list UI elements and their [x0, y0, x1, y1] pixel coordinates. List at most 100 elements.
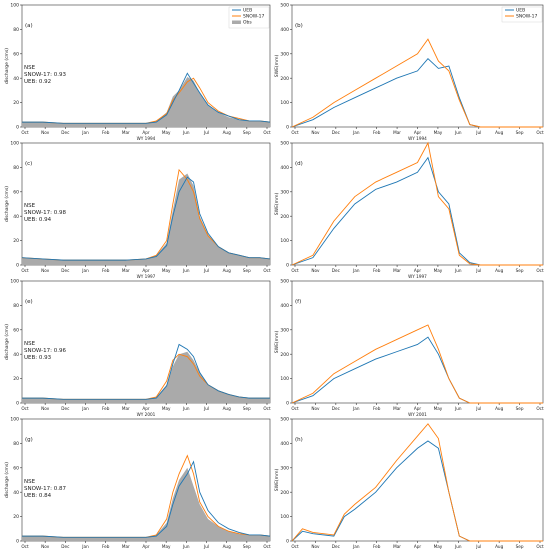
y-axis-label: SWE(mm): [274, 469, 280, 492]
x-tick-label: Feb: [102, 130, 110, 135]
x-tick-label: Apr: [414, 544, 422, 549]
x-tick-label: Jul: [203, 544, 209, 549]
y-tick-label: 20: [13, 100, 19, 106]
y-tick-label: 20: [13, 238, 19, 244]
x-axis-label: WY 2001: [408, 412, 427, 417]
ueb-line: [22, 343, 270, 400]
legend-box: [501, 6, 543, 23]
x-tick-label: Mar: [393, 544, 401, 549]
y-tick-label: 60: [13, 189, 19, 195]
y-tick-label: 0: [286, 125, 289, 131]
y-tick-label: 100: [280, 376, 289, 382]
x-tick-label: Aug: [223, 406, 232, 411]
x-tick-label: Oct: [263, 544, 271, 549]
x-tick-label: Apr: [142, 130, 150, 135]
y-tick-label: 0: [286, 539, 289, 545]
obs-area: [22, 173, 270, 265]
x-axis-label: WY 2001: [137, 412, 156, 417]
x-tick-label: Mar: [122, 130, 130, 135]
plot-frame: [21, 280, 271, 404]
y-tick-label: 60: [13, 327, 19, 333]
x-tick-label: Oct: [263, 268, 271, 273]
y-tick-label: 80: [13, 441, 19, 447]
x-tick-label: Feb: [102, 268, 110, 273]
x-axis-label: WY 1994: [137, 136, 156, 141]
obs-area: [22, 467, 270, 541]
y-tick-label: 200: [280, 352, 289, 358]
nse-title: NSE: [24, 479, 36, 485]
nse-snow17: SNOW-17: 0.93: [24, 72, 66, 78]
panel-label: (c): [25, 161, 32, 167]
ueb-line: [22, 460, 271, 538]
y-tick-label: 500: [280, 141, 289, 147]
x-tick-label: Aug: [223, 544, 232, 549]
nse-snow17: SNOW-17: 0.96: [24, 348, 66, 354]
obs-area: [22, 351, 270, 403]
x-tick-label: Oct: [21, 130, 29, 135]
x-tick-label: Jan: [352, 406, 360, 411]
y-tick-label: 0: [16, 125, 19, 131]
x-tick-label: Apr: [142, 544, 150, 549]
x-tick-label: Oct: [291, 544, 299, 549]
panel-f: 0 100 200 300 400 500 Oct Nov Dec Jan Feb Mar Apr May…: [274, 279, 544, 417]
x-tick-label: Apr: [414, 130, 422, 135]
x-tick-label: Aug: [223, 130, 232, 135]
snow17-line: [291, 141, 543, 266]
x-tick-label: Aug: [495, 130, 504, 135]
y-tick-label: 0: [16, 263, 19, 269]
panel-label: (h): [295, 437, 303, 443]
y-tick-label: 40: [13, 352, 19, 358]
nse-title: NSE: [24, 341, 36, 347]
nse-snow17: SNOW-17: 0.98: [24, 210, 66, 216]
x-tick-label: Apr: [142, 268, 150, 273]
x-tick-label: Jul: [475, 130, 481, 135]
y-tick-label: 200: [280, 490, 289, 496]
y-tick-label: 80: [13, 303, 19, 309]
y-tick-label: 100: [280, 100, 289, 106]
y-axis-label: discharge (cms): [4, 324, 10, 360]
y-tick-label: 100: [10, 141, 19, 147]
x-tick-label: Apr: [414, 406, 422, 411]
y-tick-label: 100: [10, 417, 19, 423]
y-tick-label: 40: [13, 490, 19, 496]
nse-title: NSE: [24, 65, 36, 71]
x-tick-label: Oct: [21, 406, 29, 411]
y-tick-label: 100: [280, 514, 289, 520]
x-tick-label: Dec: [332, 406, 341, 411]
plot-frame: [21, 142, 271, 266]
y-tick-label: 60: [13, 465, 19, 471]
x-tick-label: Mar: [122, 544, 130, 549]
legend-label: Obs: [243, 20, 252, 26]
ueb-line: [22, 72, 271, 124]
plot-frame: [291, 142, 544, 266]
y-tick-label: 60: [13, 51, 19, 57]
x-tick-label: Oct: [291, 268, 299, 273]
x-tick-label: Sep: [243, 268, 251, 273]
x-tick-label: Jan: [81, 544, 89, 549]
x-tick-label: Jan: [81, 268, 89, 273]
y-tick-label: 500: [280, 3, 289, 9]
x-tick-label: Mar: [393, 268, 401, 273]
x-tick-label: Jun: [182, 406, 190, 411]
plot-frame: [21, 418, 271, 542]
ueb-line: [21, 176, 271, 261]
y-tick-label: 0: [16, 401, 19, 407]
y-tick-label: 40: [13, 214, 19, 220]
x-tick-label: Aug: [495, 544, 504, 549]
y-tick-label: 20: [13, 376, 19, 382]
snow17-line: [291, 324, 543, 404]
x-tick-label: Dec: [61, 130, 70, 135]
x-tick-label: Apr: [414, 268, 422, 273]
x-tick-label: Aug: [495, 268, 504, 273]
y-tick-label: 200: [280, 214, 289, 220]
nse-ueb: UEB: 0.84: [24, 493, 52, 499]
legend-label: SNOW-17: [243, 14, 265, 20]
y-tick-label: 300: [280, 327, 289, 333]
y-tick-label: 80: [13, 165, 19, 171]
x-tick-label: May: [162, 130, 171, 135]
nse-title: NSE: [24, 203, 36, 209]
y-tick-label: 0: [286, 401, 289, 407]
